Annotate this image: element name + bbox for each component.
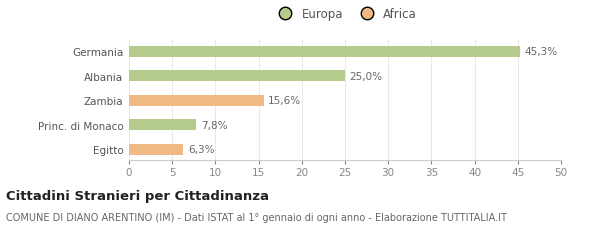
Bar	[129, 47, 520, 57]
Bar	[129, 95, 264, 106]
Text: COMUNE DI DIANO ARENTINO (IM) - Dati ISTAT al 1° gennaio di ogni anno - Elaboraz: COMUNE DI DIANO ARENTINO (IM) - Dati IST…	[6, 213, 507, 222]
Bar	[129, 120, 196, 131]
Bar	[129, 71, 345, 82]
Legend: Europa, Africa: Europa, Africa	[268, 3, 422, 26]
Text: 45,3%: 45,3%	[525, 47, 558, 57]
Text: 6,3%: 6,3%	[188, 144, 214, 154]
Text: Cittadini Stranieri per Cittadinanza: Cittadini Stranieri per Cittadinanza	[6, 189, 269, 202]
Bar	[129, 144, 184, 155]
Text: 7,8%: 7,8%	[201, 120, 227, 130]
Text: 25,0%: 25,0%	[349, 71, 382, 82]
Text: 15,6%: 15,6%	[268, 96, 301, 106]
